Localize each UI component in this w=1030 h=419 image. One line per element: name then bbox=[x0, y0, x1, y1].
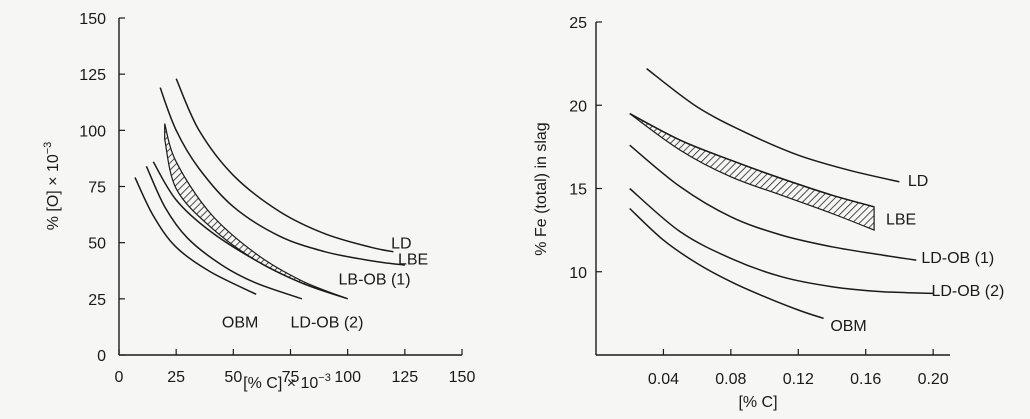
y-tick-label: 50 bbox=[88, 236, 106, 253]
y-tick-label: 100 bbox=[79, 123, 106, 140]
x-tick-label: 0.12 bbox=[783, 371, 814, 388]
curve-label-ld-ob-2: LD-OB (2) bbox=[931, 283, 1004, 300]
y-tick-label: 10 bbox=[569, 265, 587, 282]
series-line-lbe bbox=[159, 87, 405, 266]
x-tick-label: 0.04 bbox=[648, 371, 679, 388]
y-tick-label: 150 bbox=[79, 11, 106, 28]
y-tick-label: 15 bbox=[569, 182, 587, 199]
x-tick-label: 0 bbox=[115, 369, 124, 386]
series-line-lb-ob-1 bbox=[152, 161, 348, 300]
series-line-ld bbox=[646, 68, 900, 183]
series-line-ld-ob-1 bbox=[629, 144, 917, 261]
series-line-obm bbox=[629, 207, 824, 320]
curve-label-ld-ob-1: LD-OB (1) bbox=[921, 250, 994, 267]
x-tick-label: 0.20 bbox=[918, 371, 949, 388]
y-tick-label: 25 bbox=[569, 15, 587, 32]
series-line-lbe bbox=[629, 112, 875, 208]
x-tick-label: 125 bbox=[391, 369, 418, 386]
y-tick-label: 20 bbox=[569, 98, 587, 115]
series-line-ld bbox=[175, 78, 394, 253]
y-axis-label: % Fe (total) in slag bbox=[533, 122, 550, 255]
y-tick-label: 125 bbox=[79, 67, 106, 84]
series-line-obm bbox=[134, 177, 257, 295]
y-tick-label: 0 bbox=[97, 348, 106, 365]
x-tick-label: 75 bbox=[282, 369, 300, 386]
series-line-ld-ob-2 bbox=[629, 187, 934, 295]
curve-label-ld: LD bbox=[391, 236, 411, 253]
curve-label-ld: LD bbox=[908, 173, 928, 190]
x-tick-label: 50 bbox=[224, 369, 242, 386]
curve-label-obm: OBM bbox=[830, 318, 866, 335]
series-line-ld-ob-2 bbox=[145, 165, 303, 300]
curve-label-lbe: LBE bbox=[886, 211, 916, 228]
x-tick-label: 100 bbox=[334, 369, 361, 386]
chart-iron-vs-carbon: 0.04 0.08 0.12 0.16 0.20 10 15 20 25 LD LBE LD-OB … bbox=[533, 15, 1004, 411]
y-tick-label: 75 bbox=[88, 180, 106, 197]
curve-label-ld-ob-2: LD-OB (2) bbox=[291, 314, 364, 331]
x-tick-label: 0.08 bbox=[715, 371, 746, 388]
curve-label-obm: OBM bbox=[222, 314, 258, 331]
y-axis-label: % [O] × 10−3 bbox=[42, 142, 62, 231]
x-tick-label: 0.16 bbox=[850, 371, 881, 388]
curve-label-lbe: LBE bbox=[398, 251, 428, 268]
x-axis-label: [% C] × 10−3 bbox=[243, 372, 331, 392]
x-axis-label: [% C] bbox=[738, 394, 777, 411]
x-tick-label: 25 bbox=[167, 369, 185, 386]
curve-label-lb-ob-1: LB-OB (1) bbox=[339, 272, 411, 289]
hatched-band bbox=[629, 113, 875, 231]
hatched-band bbox=[164, 123, 348, 300]
x-tick-label: 150 bbox=[449, 369, 476, 386]
y-tick-label: 25 bbox=[88, 292, 106, 309]
